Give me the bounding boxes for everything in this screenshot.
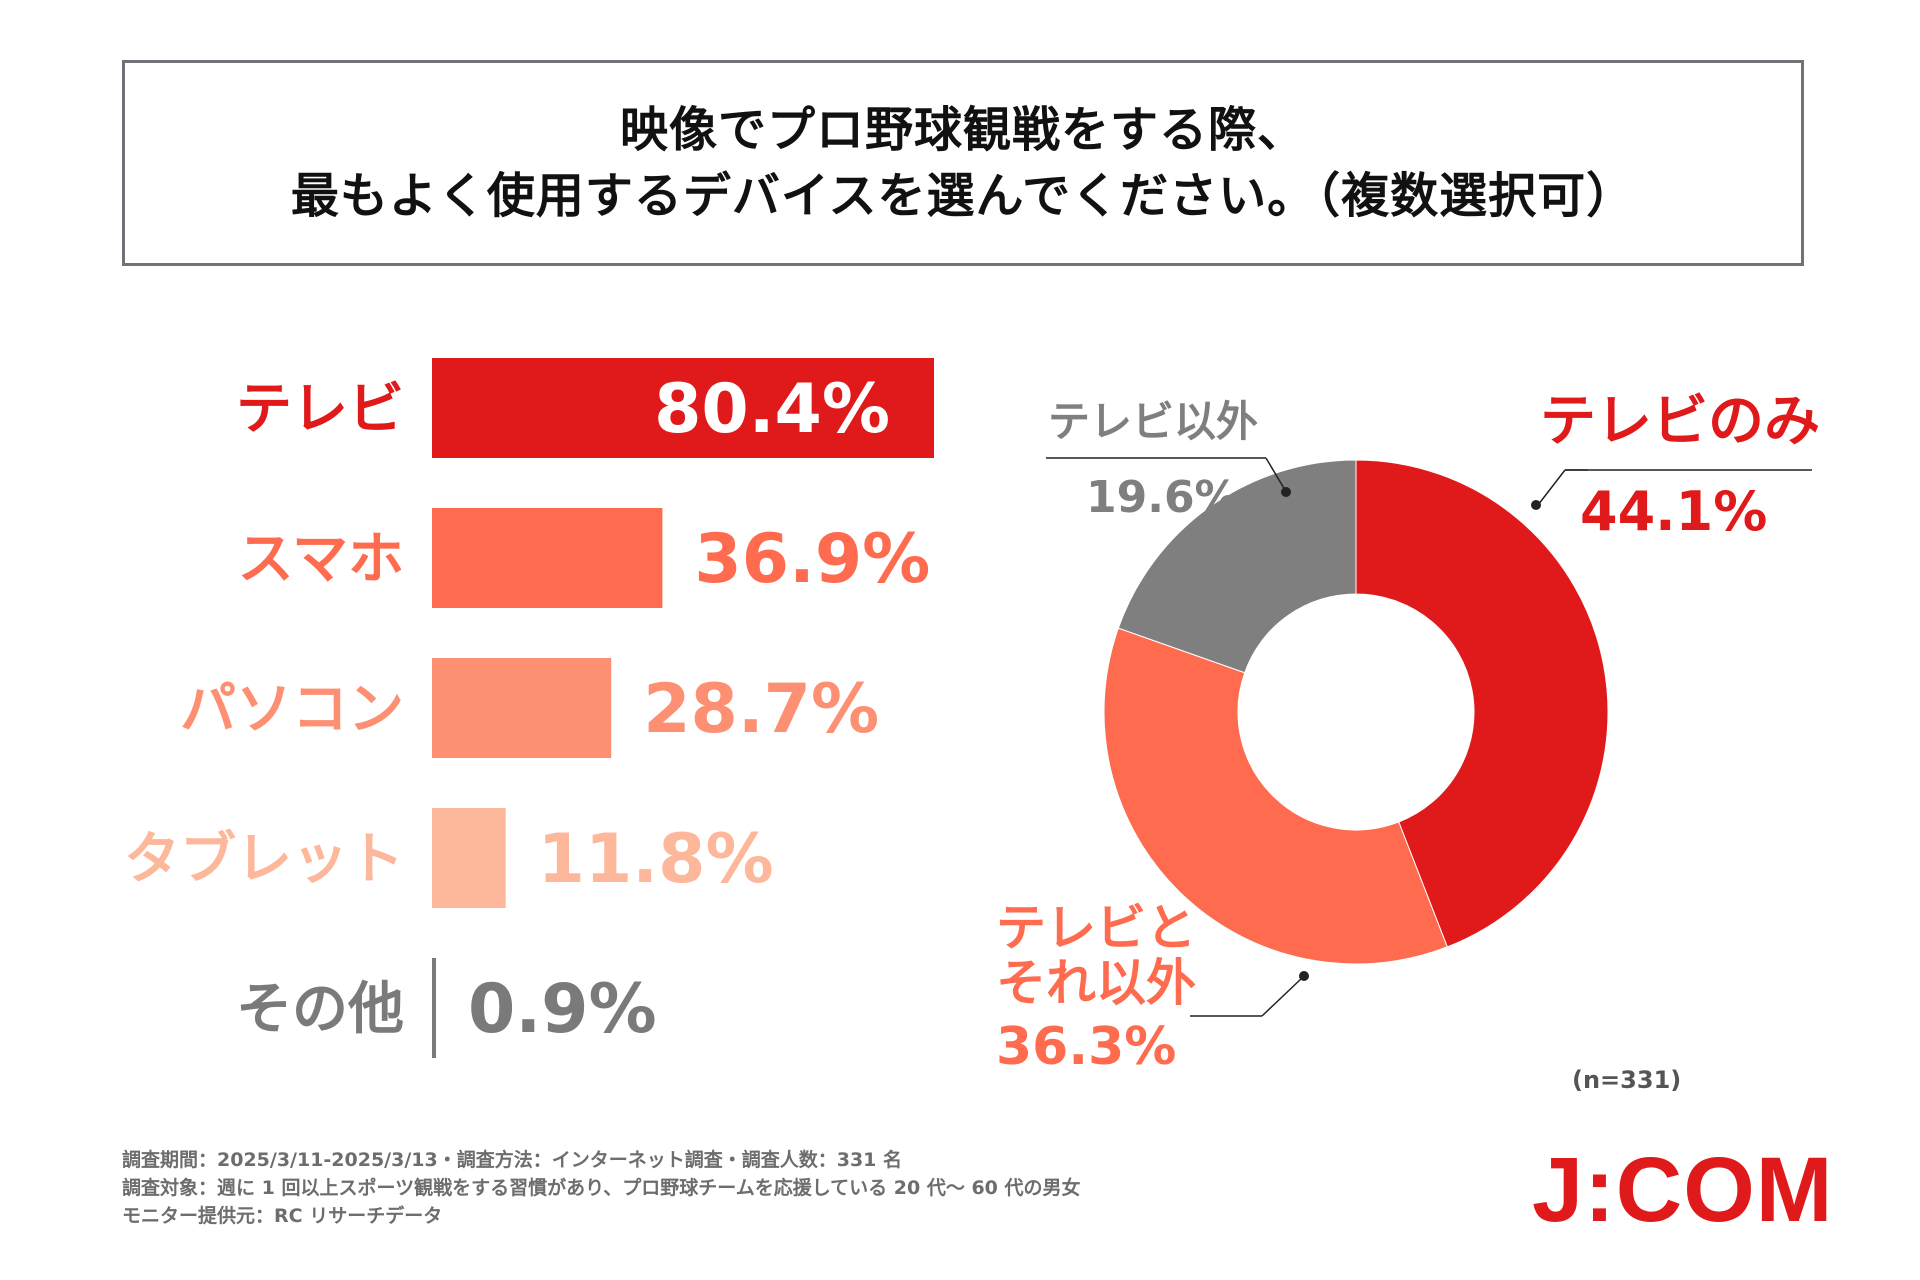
title-box: 映像でプロ野球観戦をする際、 最もよく使用するデバイスを選んでください。（複数選…	[122, 60, 1804, 266]
slice-value-label: 19.6%	[1086, 472, 1239, 523]
slice-value-label: 36.3%	[996, 1017, 1176, 1077]
slice-name-label: テレビと	[996, 899, 1196, 957]
footer-line-1: 調査期間：2025/3/11-2025/3/13・調査方法：インターネット調査・…	[122, 1149, 903, 1171]
donut-slice	[1117, 459, 1357, 674]
bar-category-label: パソコン	[180, 677, 404, 742]
bar-value-label: 28.7%	[643, 670, 879, 749]
slice-name-label: それ以外	[996, 954, 1196, 1012]
leader-line	[1537, 469, 1566, 506]
bar-value-label: 0.9%	[468, 970, 657, 1049]
title-line-2: 最もよく使用するデバイスを選んでください。（複数選択可）	[290, 168, 1636, 224]
bar-rect	[432, 508, 663, 608]
bar-rect	[432, 358, 934, 458]
leader-dot	[1531, 500, 1541, 510]
leader-line	[1265, 457, 1286, 491]
footer-line-3: モニター提供元：RC リサーチデータ	[122, 1205, 443, 1227]
leader-dot	[1299, 971, 1309, 981]
survey-footer: 調査期間：2025/3/11-2025/3/13・調査方法：インターネット調査・…	[122, 1146, 1081, 1230]
slice-name-label: テレビ以外	[1048, 397, 1258, 446]
title-line-1: 映像でプロ野球観戦をする際、	[619, 102, 1306, 158]
bar-category-label: その他	[236, 977, 404, 1042]
slice-value-label: 44.1%	[1580, 480, 1767, 543]
bar-value-label: 36.9%	[694, 520, 930, 599]
donut-slice	[1103, 627, 1448, 965]
bar-chart: テレビ 80.4% スマホ 36.9% パソコン 28.7% タブレット 11.8% その他 0.…	[124, 358, 934, 1058]
bar-value-label: 80.4%	[654, 370, 890, 449]
bar-category-label: タブレット	[124, 827, 404, 892]
slice-name-label: テレビのみ	[1540, 389, 1820, 454]
bar-category-label: スマホ	[238, 527, 404, 592]
donut-slice	[1355, 459, 1609, 948]
footer-line-2: 調査対象：週に 1 回以上スポーツ観戦をする習慣があり、プロ野球チームを応援して…	[122, 1177, 1081, 1199]
leader-dot	[1281, 487, 1291, 497]
bar-rect	[432, 658, 612, 758]
leader-line	[1261, 977, 1303, 1017]
jcom-logo: J:COM	[1532, 1139, 1834, 1241]
bar-value-label: 11.8%	[538, 820, 774, 899]
bar-category-label: テレビ	[236, 377, 404, 442]
bar-rect	[432, 808, 506, 908]
sample-size-note: (n=331)	[1572, 1066, 1682, 1094]
